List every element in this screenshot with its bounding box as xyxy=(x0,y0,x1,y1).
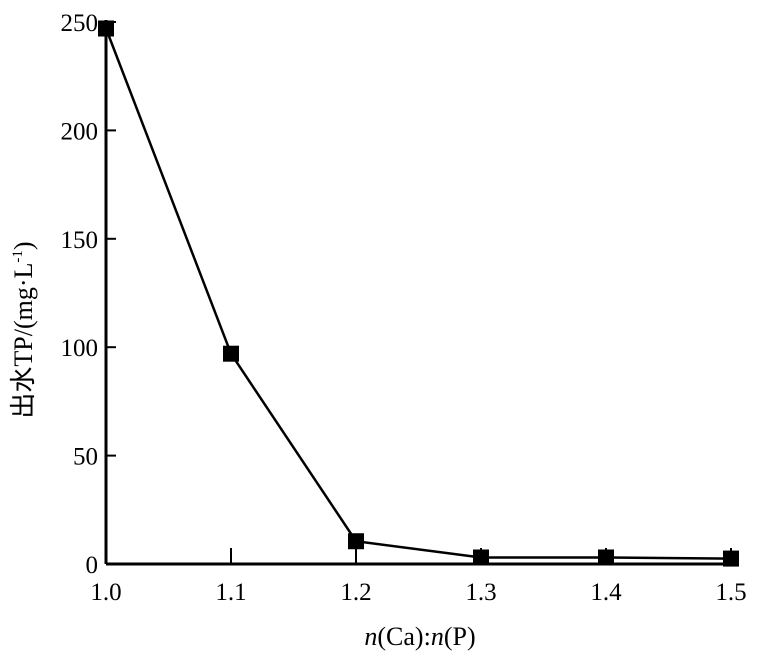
x-axis-label: n(Ca):n(P) xyxy=(364,622,475,651)
x-tick-label: 1.3 xyxy=(465,579,496,606)
data-point-marker xyxy=(98,20,114,37)
y-tick-label: 100 xyxy=(61,335,99,362)
x-tick-label: 1.0 xyxy=(90,579,121,606)
y-tick-label: 50 xyxy=(73,444,98,471)
series xyxy=(98,20,739,567)
data-point-marker xyxy=(223,345,239,362)
y-tick-label: 0 xyxy=(86,552,99,579)
y-tick-label: 250 xyxy=(61,10,99,37)
y-tick-label: 200 xyxy=(61,118,99,145)
x-tick-label: 1.5 xyxy=(715,579,746,606)
y-tick-label: 150 xyxy=(61,227,99,254)
y-axis-label: 出水TP/(mg·L-1) xyxy=(9,241,38,418)
x-tick-label: 1.1 xyxy=(215,579,246,606)
axes xyxy=(104,20,734,566)
x-ticks: 1.0 1.1 1.2 1.3 1.4 1.5 xyxy=(90,548,747,606)
y-ticks: 0 50 100 150 200 250 xyxy=(61,10,116,579)
x-tick-label: 1.2 xyxy=(340,579,371,606)
data-point-marker xyxy=(348,533,364,550)
data-point-marker xyxy=(598,549,614,566)
x-tick-label: 1.4 xyxy=(590,579,622,606)
data-point-marker xyxy=(723,550,739,567)
series-line xyxy=(104,28,732,560)
data-point-marker xyxy=(473,549,489,566)
